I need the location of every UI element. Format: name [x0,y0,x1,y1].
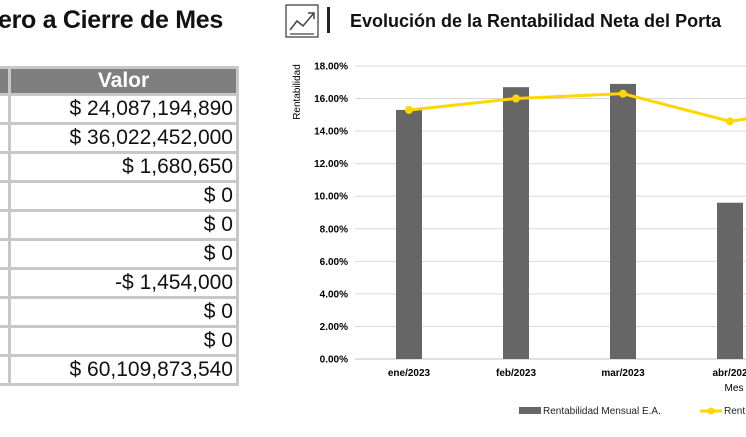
x-tick-label: feb/2023 [496,368,536,379]
value-cell: $ 0 [8,180,239,212]
line-point-feb/2023 [512,94,520,103]
y-tick-label: 18.00% [314,62,348,73]
table-row: $ 0 [0,180,239,212]
x-tick-label: abr/202 [712,368,746,379]
value-cell: $ 1,680,650 [8,151,239,183]
line-point-mar/2023 [619,89,627,98]
table-row: $ 1,680,650 [0,151,239,183]
legend-label-bar: Rentabilidad Mensual E.A. [543,406,661,417]
trend-chart-icon [285,4,319,38]
table-row: -$ 1,454,000 [0,267,239,299]
table-row: $ 0 [0,209,239,241]
table-row: $ 24,087,194,890 [0,93,239,125]
table-cell [0,325,11,357]
value-cell: $ 60,109,873,540 [8,354,239,386]
table-row: $ 0 [0,296,239,328]
table-cell [0,122,11,154]
y-tick-label: 8.00% [320,224,348,235]
table-cell [0,267,11,299]
bar-feb/2023 [503,87,529,360]
table-row: $ 36,022,452,000 [0,122,239,154]
y-tick-label: 14.00% [314,127,348,138]
chart-title: Evolución de la Rentabilidad Neta del Po… [350,11,722,31]
bar-ene/2023 [396,109,422,359]
legend-swatch-bar [519,407,541,414]
legend-marker-line [707,407,715,415]
summary-title: ero a Cierre de Mes [0,6,223,34]
y-tick-label: 2.00% [320,322,348,333]
y-tick-label: 16.00% [314,94,348,105]
table-cell [0,209,11,241]
bar-mar/2023 [610,83,636,360]
table-row: $ 0 [0,238,239,270]
y-axis-title: Rentabilidad [292,64,303,120]
x-tick-label: ene/2023 [388,368,431,379]
bar-abr/202 [717,202,743,359]
line-point-abr/202 [726,117,734,126]
value-table: Valor $ 24,087,194,890 $ 36,022,452,000 … [0,66,239,386]
value-cell: -$ 1,454,000 [8,267,239,299]
table-cell [0,354,11,386]
value-cell: $ 0 [8,296,239,328]
value-column-header: Valor [8,66,239,96]
value-cell: $ 0 [8,209,239,241]
table-cell [0,238,11,270]
line-point-ene/2023 [405,105,413,114]
legend-label-line: Rent [724,406,745,417]
y-tick-label: 4.00% [320,289,348,300]
value-cell: $ 0 [8,325,239,357]
table-header-cell [0,66,11,96]
title-divider [327,7,330,33]
y-tick-label: 12.00% [314,159,348,170]
line-series-rent [408,92,746,123]
table-cell [0,93,11,125]
x-tick-label: mar/2023 [601,368,645,379]
table-cell [0,180,11,212]
value-cell: $ 24,087,194,890 [8,93,239,125]
table-row: $ 60,109,873,540 [0,354,239,386]
table-header-row: Valor [0,66,239,96]
y-tick-label: 6.00% [320,257,348,268]
x-axis-title: Mes [725,383,744,394]
y-tick-label: 10.00% [314,192,348,203]
table-cell [0,296,11,328]
value-cell: $ 0 [8,238,239,270]
value-cell: $ 36,022,452,000 [8,122,239,154]
y-tick-label: 0.00% [320,355,348,366]
table-cell [0,151,11,183]
table-row: $ 0 [0,325,239,357]
